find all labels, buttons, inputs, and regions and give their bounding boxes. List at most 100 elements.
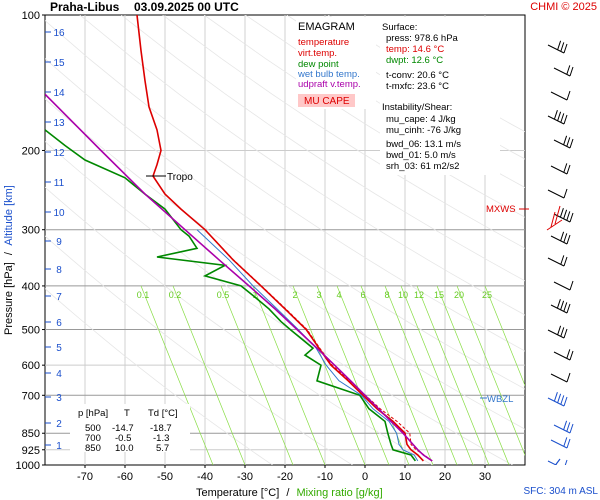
pressure-axis-label: Pressure [hPa]: [3, 262, 15, 335]
mixing-ratio-lines: 0.1 0.2 0.5 1 2 3 4 6 8 10 12 15 20 25: [137, 285, 525, 465]
mu-cape-button[interactable]: MU CAPE: [298, 94, 355, 107]
mixing-ratio-line: [484, 285, 525, 387]
temperature-tick-label: -50: [157, 471, 173, 483]
barb-staff: [547, 257, 565, 267]
surface-press: press: 978.6 hPa: [386, 33, 459, 44]
barb-feather: [553, 110, 558, 120]
profile-series: [45, 15, 433, 462]
altitude-tick-label: 16: [53, 28, 65, 39]
temperature-tick-label: -10: [317, 471, 333, 483]
credit-label: CHMI © 2025: [530, 1, 597, 13]
mixing-ratio-label: 15: [434, 290, 444, 300]
table-header-t: T: [124, 408, 130, 419]
barb-feather: [566, 372, 571, 383]
legend-wet-bulb: wet bulb temp.: [297, 69, 360, 80]
altitude-tick-label: 11: [54, 178, 65, 189]
dry-adiabat: [79, 15, 525, 316]
pressure-tick-label: 700: [22, 390, 40, 402]
legend-virt-temp: virt.temp.: [298, 48, 337, 59]
mixing-ratio-label: 0.5: [217, 290, 230, 300]
barb-staff: [553, 351, 571, 361]
surface-tmxfc: t-mxfc: 23.6 °C: [386, 81, 449, 92]
mixing-ratio-label: 6: [360, 290, 365, 300]
altitude-tick-label: 5: [56, 343, 62, 354]
table-row-850-p: 850: [85, 443, 101, 454]
pressure-tick-label: 1000: [16, 460, 40, 472]
barb-feather: [553, 392, 558, 402]
table-row-850-td: 5.7: [156, 443, 169, 454]
pressure-tick-label: 300: [22, 225, 40, 237]
temperature-tick-label: -40: [197, 471, 213, 483]
barb-feather: [566, 211, 571, 221]
table-row-500-p: 500: [85, 423, 101, 434]
altitude-tick-label: 12: [53, 148, 65, 159]
pressure-tick-label: 100: [22, 10, 40, 22]
barb-feather: [563, 209, 568, 219]
barb-feather: [563, 420, 568, 430]
wind-barb: [550, 231, 571, 245]
barb-feather: [566, 90, 571, 101]
wind-barb: [553, 135, 574, 149]
altitude-tick-label: 13: [53, 118, 65, 129]
altitude-tick-label: 9: [56, 237, 62, 248]
table-header-p: p [hPa]: [78, 408, 108, 419]
legend-temperature: temperature: [298, 37, 349, 48]
y-axis-title: Pressure [hPa] / Altitude [km]: [3, 185, 15, 335]
dry-adiabat: [45, 98, 525, 430]
barb-staff: [553, 67, 571, 77]
wind-barb: [553, 280, 574, 291]
mixing-ratio-label: 10: [398, 290, 408, 300]
altitude-tick-label: 14: [53, 88, 65, 99]
barb-staff: [550, 91, 568, 101]
mxws-marker: MXWS: [486, 204, 529, 215]
wind-barb: [550, 372, 571, 383]
barb-feather: [569, 212, 574, 223]
tropopause-marker: Tropo: [146, 172, 193, 183]
pressure-tick-label: 400: [22, 281, 40, 293]
wind-barb: [547, 255, 568, 267]
axis-separator: /: [3, 251, 15, 255]
wind-barb: [553, 65, 574, 77]
barb-feather: [566, 65, 571, 75]
instability-title: Instability/Shear:: [382, 102, 452, 113]
dry-adiabat: [203, 15, 525, 218]
mu-cape-value: mu_cape: 4 J/kg: [386, 114, 456, 125]
barb-feather: [556, 299, 561, 309]
legend: EMAGRAM temperature virt.temp. dew point…: [296, 17, 376, 109]
wind-barb: [547, 392, 568, 407]
wind-barb-mxws: [546, 205, 563, 231]
barb-staff: [547, 44, 565, 54]
temperature-tick-label: 0: [362, 471, 368, 483]
mixing-ratio-line: [140, 285, 214, 465]
mixing-ratio-label: 25: [482, 290, 492, 300]
barb-feather: [569, 423, 574, 434]
barb-feather: [560, 300, 565, 310]
temperature-axis-label: Temperature [°C]: [196, 487, 279, 499]
surface-dwpt: dwpt: 12.6 °C: [386, 55, 443, 66]
mixing-ratio-line: [400, 285, 474, 465]
barb-staff: [547, 189, 565, 199]
wind-barb: [547, 110, 568, 125]
svg-text:Pressure [hPa] / A: Pressure [hPa] / Altitude [km]: [3, 185, 15, 335]
barb-feather: [557, 111, 562, 121]
barb-feather: [566, 349, 571, 359]
dry-adiabat: [162, 15, 525, 249]
wind-barb: [550, 437, 571, 449]
barb-feather: [560, 42, 565, 52]
table-row-500-td: -18.7: [150, 423, 172, 434]
pressure-tick-label: 500: [22, 325, 40, 337]
altitude-tick-label: 1: [56, 441, 62, 452]
barb-feather: [560, 113, 565, 123]
level-table: p [hPa] T Td [°C] 500 -14.7 -18.7 700 -0…: [70, 404, 190, 454]
barb-feather: [563, 256, 568, 267]
altitude-tick-label: 2: [56, 419, 62, 430]
series-udpraft-v-temp: [45, 93, 433, 462]
temperature-tick-label: 30: [479, 471, 491, 483]
barb-feather: [563, 188, 568, 199]
mixing-ratio-line: [252, 285, 326, 465]
wind-barb: [550, 90, 571, 101]
barb-feather: [563, 437, 568, 447]
barb-feather: [560, 255, 565, 265]
mixing-ratio-label: 0.2: [169, 290, 182, 300]
